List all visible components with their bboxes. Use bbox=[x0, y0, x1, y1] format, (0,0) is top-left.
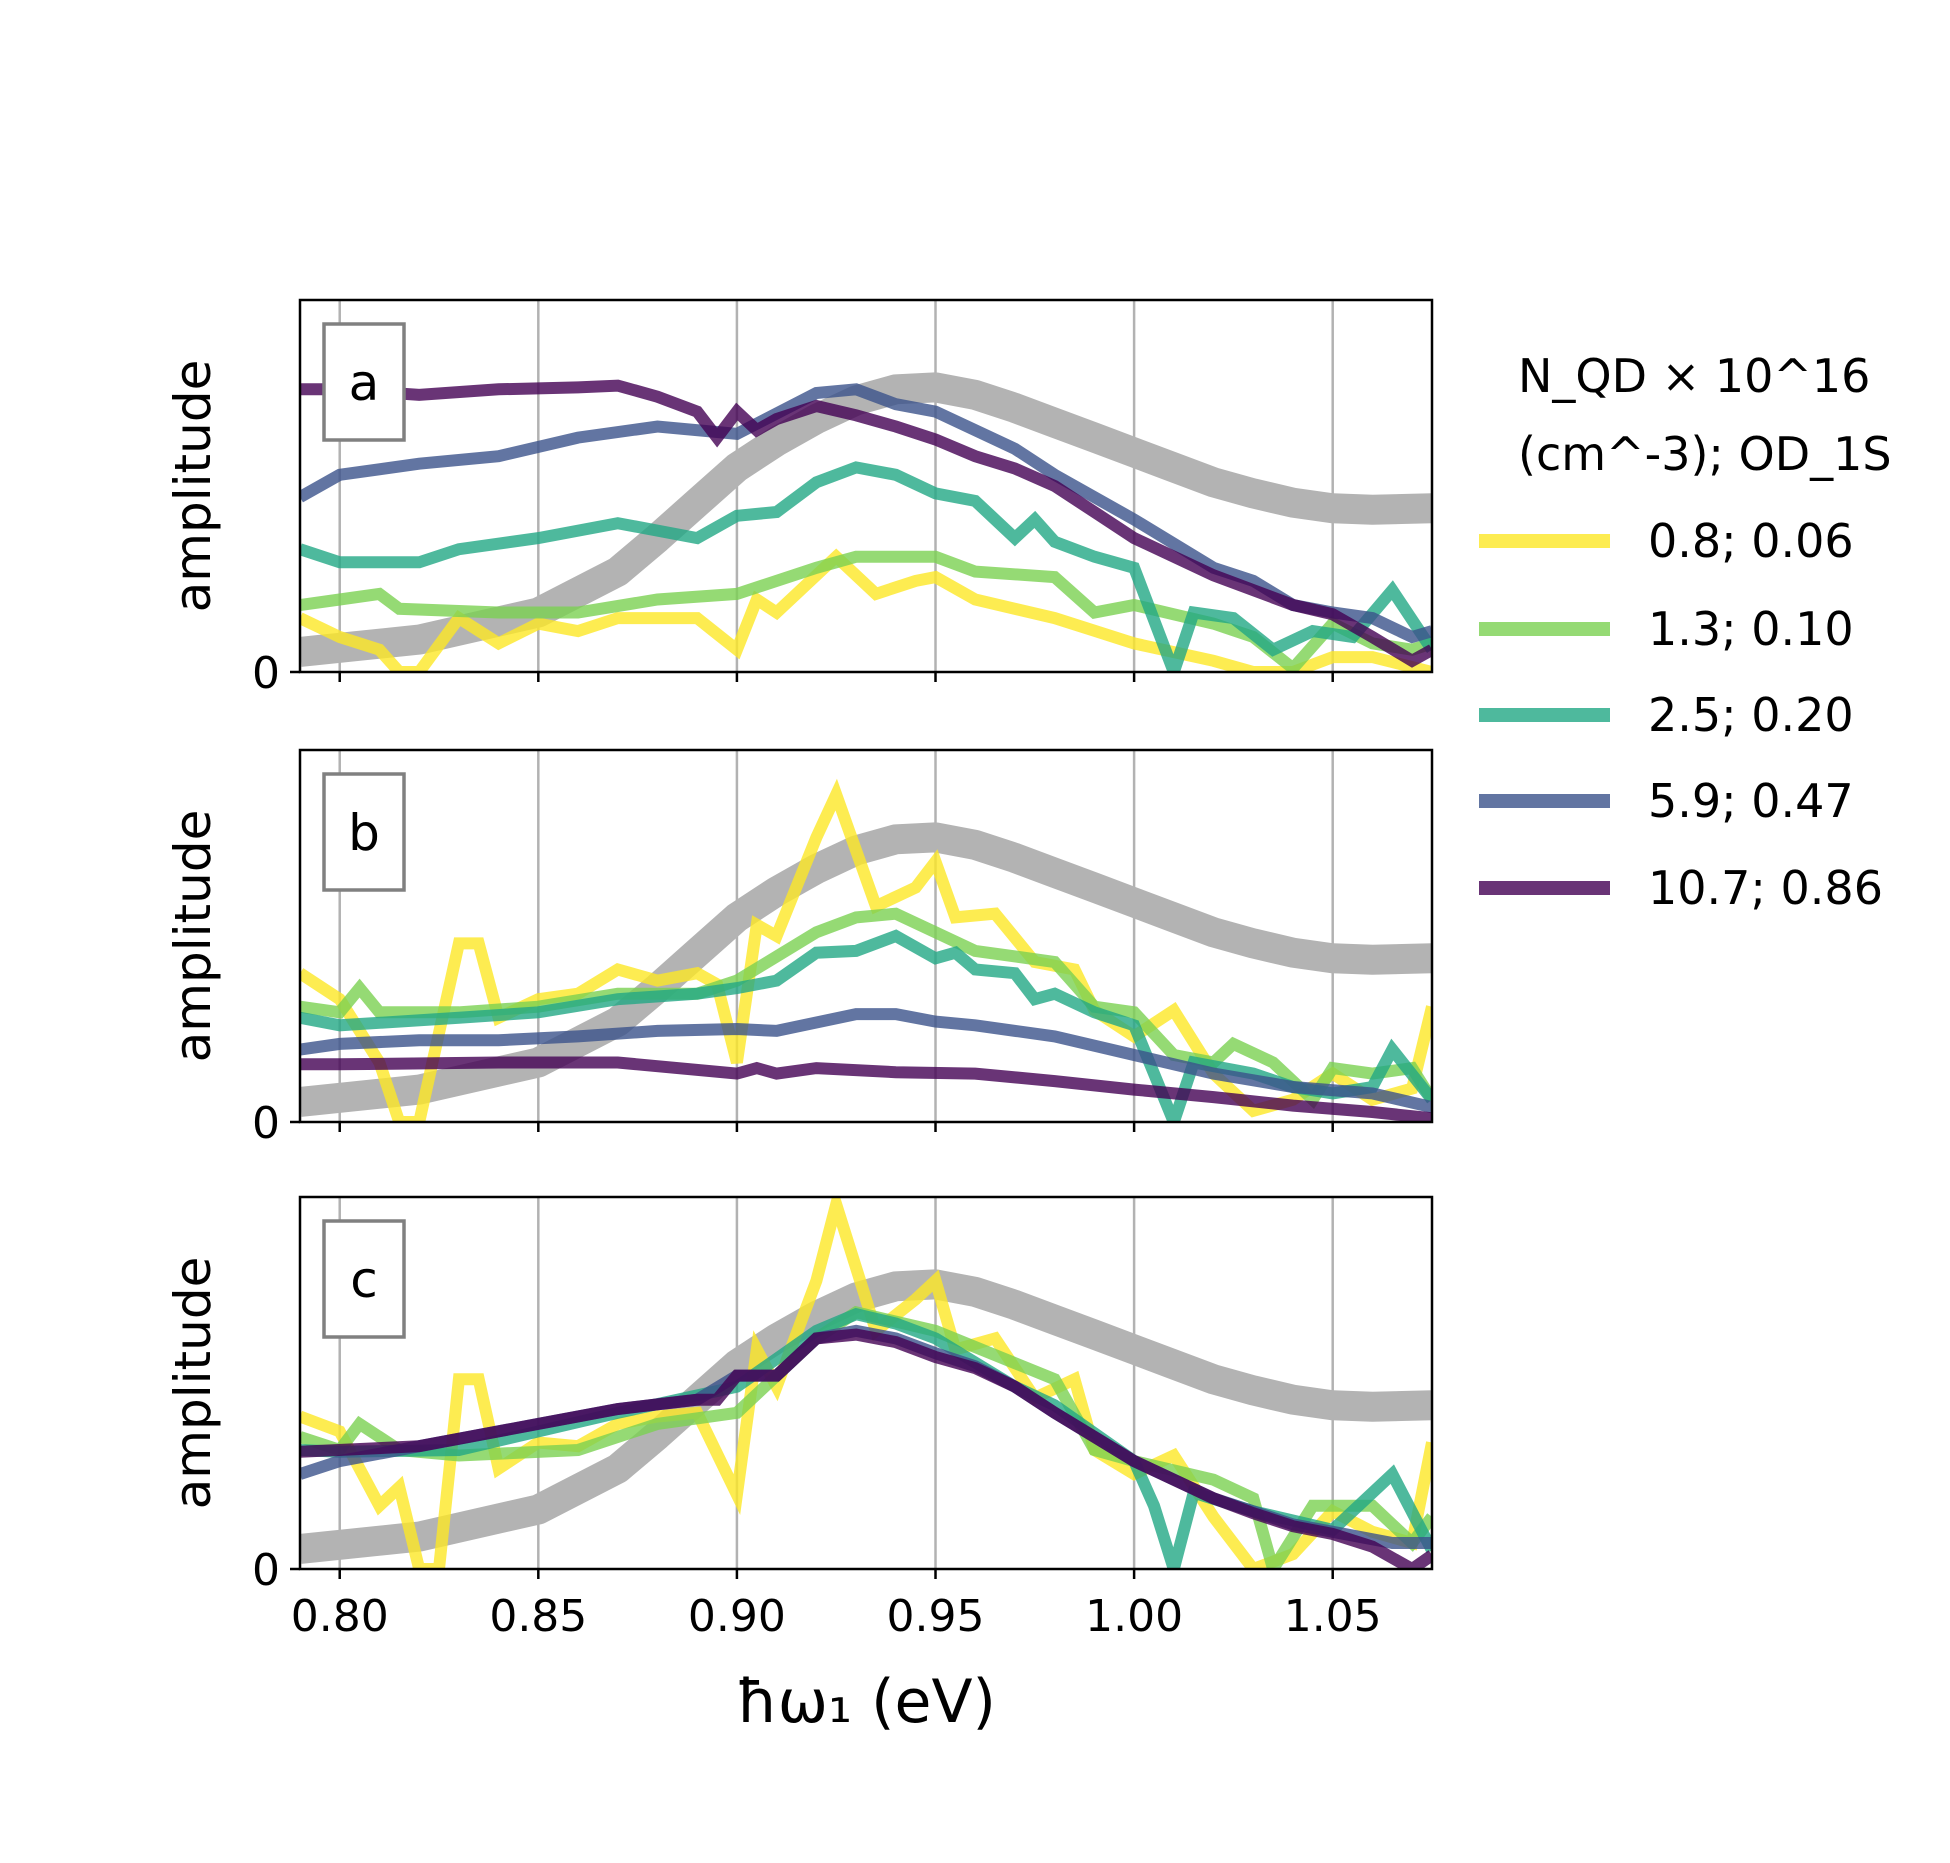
legend-label: 1.3; 0.10 bbox=[1648, 602, 1854, 656]
panel-label-box bbox=[322, 322, 406, 442]
x-tick-label: 0.80 bbox=[291, 1591, 389, 1642]
legend-entry: 5.9; 0.47 bbox=[1479, 774, 1854, 828]
reference-curve bbox=[300, 1269, 1432, 1564]
legend-entry: 0.8; 0.06 bbox=[1479, 514, 1854, 568]
x-axis-label: ħω₁ (eV) bbox=[736, 1667, 996, 1737]
legend-label: 0.8; 0.06 bbox=[1648, 514, 1854, 568]
legend-label: 5.9; 0.47 bbox=[1648, 774, 1854, 828]
series-line-1 bbox=[300, 1197, 1432, 1569]
y-axis-label: amplitude bbox=[164, 1257, 222, 1510]
series-line-1 bbox=[300, 548, 1432, 672]
x-tick-label: 0.90 bbox=[688, 1591, 786, 1642]
panel-c: c 0 amplitude 0.80 0.85 0.90 0.95 1.00 1.05 bbox=[164, 1195, 1434, 1642]
y-tick-label: 0 bbox=[252, 1098, 280, 1149]
legend: N_QD × 10^16 (cm^-3); OD_1S 0.8; 0.06 1.3… bbox=[1479, 349, 1892, 915]
series-line-3 bbox=[300, 929, 1432, 1122]
series-line-5 bbox=[300, 1056, 1432, 1122]
series-line-4 bbox=[300, 1008, 1432, 1113]
x-tick-label: 1.00 bbox=[1085, 1591, 1183, 1642]
panel-label: c bbox=[350, 1251, 378, 1309]
axes-frame bbox=[298, 1195, 1434, 1571]
legend-title-line2: (cm^-3); OD_1S bbox=[1518, 427, 1892, 481]
y-axis-label: amplitude bbox=[164, 360, 222, 613]
series-line-3 bbox=[300, 461, 1432, 672]
legend-entry: 2.5; 0.20 bbox=[1479, 688, 1854, 742]
y-axis-label: amplitude bbox=[164, 810, 222, 1063]
series-line-2 bbox=[300, 550, 1432, 672]
y-tick-label: 0 bbox=[252, 1545, 280, 1596]
legend-label: 10.7; 0.86 bbox=[1648, 861, 1883, 915]
legend-entry: 10.7; 0.86 bbox=[1479, 861, 1883, 915]
panel-label: a bbox=[349, 354, 380, 412]
x-tick-label: 0.85 bbox=[489, 1591, 587, 1642]
legend-title-line1: N_QD × 10^16 bbox=[1518, 349, 1870, 403]
panel-a: a 0 amplitude bbox=[164, 298, 1434, 699]
x-tick-label: 0.95 bbox=[887, 1591, 985, 1642]
panel-label-box bbox=[322, 772, 406, 892]
reference-curve bbox=[300, 372, 1432, 667]
x-tick-label: 1.05 bbox=[1284, 1591, 1382, 1642]
panel-label-box bbox=[322, 1219, 406, 1339]
legend-label: 2.5; 0.20 bbox=[1648, 688, 1854, 742]
series-line-5 bbox=[300, 379, 1432, 668]
legend-entry: 1.3; 0.10 bbox=[1479, 602, 1854, 656]
axes-frame bbox=[298, 748, 1434, 1124]
axes-frame bbox=[298, 298, 1434, 674]
panel-label: b bbox=[348, 804, 380, 862]
y-tick-label: 0 bbox=[252, 648, 280, 699]
panel-b: b 0 amplitude bbox=[164, 748, 1434, 1149]
series-line-5 bbox=[300, 1328, 1432, 1569]
